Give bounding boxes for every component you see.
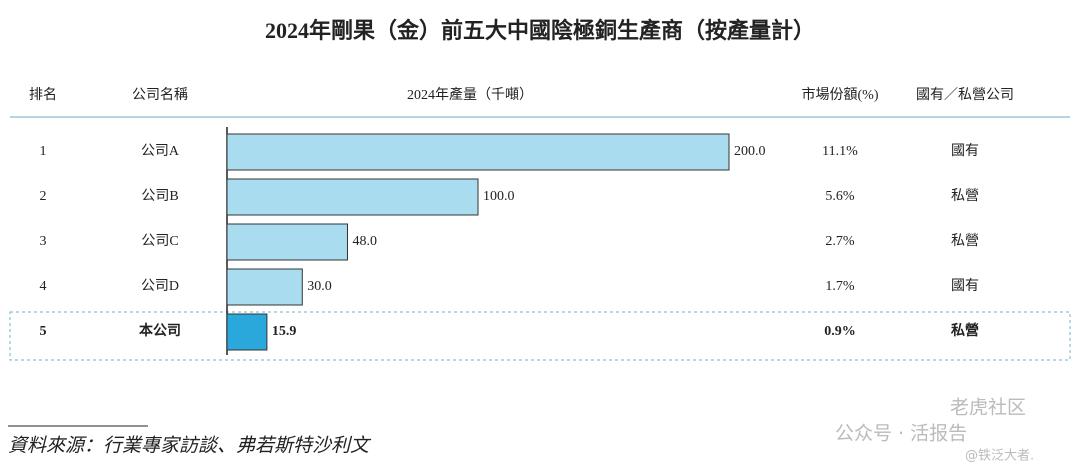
highlight-box [9, 311, 1071, 361]
company-name: 公司B [141, 189, 178, 204]
rank: 3 [40, 234, 47, 249]
watermark: @铁泛大者. [965, 449, 1034, 464]
bar [226, 268, 303, 306]
company-name: 公司C [141, 234, 178, 249]
chart-title: 2024年剛果（金）前五大中國陰極銅生產商（按產量計） [265, 18, 815, 43]
header: 公司名稱 [132, 87, 188, 103]
header: 2024年產量（千噸） [407, 86, 533, 103]
ownership: 私營 [951, 233, 979, 249]
value-label: 200.0 [734, 144, 766, 159]
ownership: 國有 [951, 143, 979, 159]
market-share: 1.7% [825, 279, 855, 294]
header: 市場份額(%) [802, 86, 879, 103]
bar [226, 223, 348, 261]
ownership: 私營 [951, 322, 979, 339]
company-name: 公司A [141, 144, 180, 159]
value-label: 100.0 [483, 189, 515, 204]
value-label: 48.0 [352, 234, 377, 249]
watermark: 公众号 · 活报告 [835, 423, 967, 445]
market-share: 0.9% [824, 324, 856, 339]
bar [226, 313, 268, 351]
header: 國有／私營公司 [916, 87, 1014, 103]
bar [226, 178, 479, 216]
market-share: 5.6% [825, 189, 855, 204]
value-label: 15.9 [272, 324, 297, 339]
bar [226, 133, 730, 171]
market-share: 2.7% [825, 234, 855, 249]
rank: 2 [40, 189, 47, 204]
company-name: 公司D [141, 279, 179, 294]
header: 排名 [29, 87, 57, 103]
rank: 1 [40, 144, 47, 159]
watermark: 老虎社区 [950, 397, 1026, 419]
company-name: 本公司 [139, 322, 181, 339]
ownership: 私營 [951, 188, 979, 204]
ownership: 國有 [951, 278, 979, 294]
value-label: 30.0 [307, 279, 332, 294]
rank: 4 [40, 279, 47, 294]
market-share: 11.1% [822, 144, 858, 159]
source: 資料來源：行業專家訪談、弗若斯特沙利文 [8, 434, 372, 456]
rank: 5 [40, 324, 47, 339]
